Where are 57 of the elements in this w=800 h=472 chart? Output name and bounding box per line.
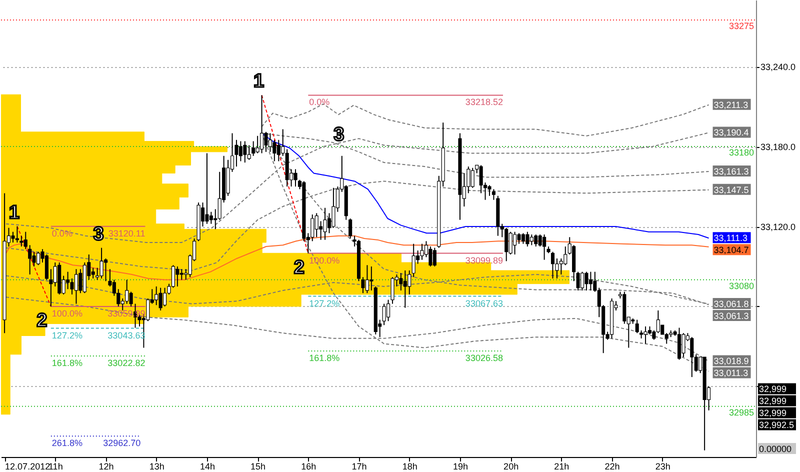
data-label: 32962.70 xyxy=(103,438,141,448)
text: 32,999 xyxy=(759,408,787,418)
text: 32,999 xyxy=(759,396,787,406)
x-tick-label: 14h xyxy=(200,462,215,472)
series-label: 161.8% xyxy=(309,352,340,363)
annotation: 2 xyxy=(36,310,48,332)
annotation: 2 xyxy=(294,257,304,278)
series-label: 0.0% xyxy=(309,97,330,108)
data-label: 33218.52 xyxy=(465,97,503,108)
series-label: 100.0% xyxy=(52,308,82,318)
data-label: 33022.82 xyxy=(108,358,146,368)
text: 32,992.5 xyxy=(759,420,794,430)
annotation: 1 xyxy=(8,202,20,224)
data-label: 33,161.3 xyxy=(714,166,749,176)
ref-line-label: 33275 xyxy=(728,20,754,31)
data-label: 33026.58 xyxy=(465,352,503,363)
series-label: 161.8% xyxy=(52,358,82,368)
data-label: 33,111.3 xyxy=(714,233,748,244)
data-label: 33,104.7 xyxy=(714,245,749,256)
data-label: 33120.11 xyxy=(108,228,146,238)
data-label: 33,190.4 xyxy=(714,128,749,138)
y-tick-label: 33,240.0 xyxy=(760,62,796,72)
x-tick-label: 12.07.2012 xyxy=(5,462,50,472)
data-label: 33,011.3 xyxy=(714,368,748,378)
annotation: 3 xyxy=(93,224,104,245)
ref-line-label: 32985 xyxy=(728,407,754,418)
x-tick-label: 16h xyxy=(301,462,316,472)
data-label: 33,061.8 xyxy=(714,299,749,310)
annotation: 3 xyxy=(334,124,344,146)
series-label: 100.0% xyxy=(309,255,340,266)
ref-line-label: 33080 xyxy=(728,280,754,291)
x-tick-label: 23h xyxy=(655,462,670,472)
series-label: 127.2% xyxy=(52,330,82,340)
series-label: 127.2% xyxy=(309,298,340,308)
x-tick-label: 12h xyxy=(98,462,114,472)
x-tick-label: 15h xyxy=(250,462,266,472)
x-tick-label: 22h xyxy=(604,462,620,472)
series-label: 261.8% xyxy=(52,438,82,448)
y-tick-label: 33,180.0 xyxy=(760,142,796,152)
text: 32,999 xyxy=(759,384,787,394)
text: 0.00000 xyxy=(759,444,792,454)
y-tick-label: 33,120.0 xyxy=(760,222,796,232)
x-tick-label: 11h xyxy=(48,462,63,472)
ref-line-label: 33180 xyxy=(728,148,754,158)
x-tick-label: 18h xyxy=(402,462,418,472)
annotation: 1 xyxy=(253,71,264,92)
data-label: 33,018.9 xyxy=(714,356,749,366)
data-label: 33,211.3 xyxy=(714,100,748,110)
x-tick-label: 17h xyxy=(352,462,367,472)
data-label: 33,061.3 xyxy=(714,311,749,322)
x-tick-label: 20h xyxy=(504,462,519,472)
x-tick-label: 13h xyxy=(149,462,164,472)
x-tick-label: 19h xyxy=(452,462,468,472)
data-label: 33,147.5 xyxy=(714,184,749,195)
data-label: 33067.63 xyxy=(465,298,503,308)
x-tick-label: 21h xyxy=(554,462,570,472)
series-label: 0.0% xyxy=(52,228,72,238)
